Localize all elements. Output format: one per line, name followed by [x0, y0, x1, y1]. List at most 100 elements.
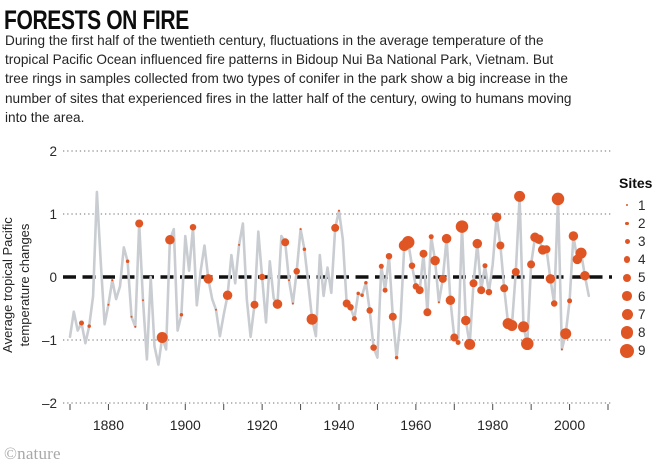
site-dot-1975: [469, 279, 478, 288]
legend-size-label: 5: [638, 270, 646, 286]
legend-dot-icon: [622, 291, 632, 301]
y-axis-label: Average tropical Pacific temperature cha…: [0, 170, 36, 400]
site-dot-1881: [111, 279, 114, 282]
site-dot-1902: [189, 223, 197, 231]
site-dot-1981: [491, 212, 502, 222]
site-dot-1885: [125, 259, 130, 264]
site-dot-1928: [291, 302, 294, 305]
site-dot-1947: [364, 280, 368, 285]
site-dot-1931: [302, 247, 307, 252]
legend-size-label: 2: [638, 215, 646, 231]
site-dot-1873: [79, 320, 84, 326]
site-dot-1887: [134, 325, 137, 328]
legend-size-label: 1: [638, 197, 646, 213]
site-dot-1969: [445, 295, 456, 306]
site-dot-1906: [203, 274, 214, 284]
legend-item-6: 6: [619, 287, 660, 305]
x-tick-label-1880: 1880: [93, 417, 124, 433]
legend-dot-box: [619, 308, 635, 320]
x-tick-label-1960: 1960: [400, 417, 431, 433]
site-dot-1970: [450, 333, 459, 342]
site-dot-1995: [545, 274, 556, 284]
legend-dot-icon: [625, 221, 629, 226]
site-dot-1929: [293, 268, 300, 275]
legend-size-label: 8: [638, 324, 646, 340]
site-dot-1946: [360, 293, 364, 298]
intro-paragraph: During the first half of the twentieth c…: [5, 33, 572, 125]
y-tick-label--2: –2: [42, 396, 57, 411]
site-dot-1908: [215, 308, 217, 311]
x-tick-label-2000: 2000: [554, 417, 585, 433]
site-dot-1988: [518, 321, 529, 333]
legend-item-4: 4: [619, 251, 660, 269]
temperature-line: [68, 190, 591, 366]
site-dot-1880: [107, 303, 110, 306]
legend-size-label: 4: [638, 252, 646, 268]
legend-item-2: 2: [619, 214, 660, 232]
legend-dot-icon: [620, 343, 634, 358]
site-dot-1945: [356, 291, 360, 296]
fire-sites-chart: 2 1 0 –1 –2 1880 1900 1920 1940 1960 1980 2000 Aver…: [0, 138, 660, 438]
legend-size-label: 9: [638, 343, 646, 359]
site-dot-1948: [366, 307, 373, 314]
legend-dot-box: [619, 326, 635, 339]
site-dot-1972: [455, 220, 469, 233]
legend-rows: 1 2 3 4 5 6 7 8 9: [619, 196, 660, 360]
site-dot-1939: [331, 223, 340, 232]
site-dot-1974: [464, 338, 476, 350]
x-tick-label-1940: 1940: [323, 417, 354, 433]
x-tick-label-1900: 1900: [170, 417, 201, 433]
site-dot-1899: [179, 313, 184, 317]
site-dot-1966: [437, 301, 440, 304]
legend-item-8: 8: [619, 323, 660, 341]
site-dot-1998: [560, 348, 563, 351]
legend-item-5: 5: [619, 269, 660, 287]
site-dot-1979: [485, 288, 493, 296]
page-title: FORESTS ON FIRE: [4, 5, 189, 35]
legend-size-label: 6: [638, 288, 646, 304]
legend-dot-box: [619, 204, 635, 207]
site-dot-1987: [514, 190, 526, 202]
site-dot-1959: [408, 262, 416, 269]
y-axis-label-line2: temperature changes: [16, 223, 32, 347]
site-dot-1924: [272, 299, 283, 309]
site-dot-1977: [477, 286, 486, 295]
legend-dot-box: [619, 291, 635, 301]
site-dot-1954: [388, 312, 397, 321]
site-dot-1973: [461, 315, 471, 326]
legend-dot-icon: [620, 326, 634, 339]
y-axis-label-line1: Average tropical Pacific: [0, 217, 15, 353]
x-tick-label-1920: 1920: [247, 417, 278, 433]
site-dot-1964: [428, 234, 434, 240]
sites-legend: Sites 1 2 3 4 5 6 7 8 9: [619, 175, 660, 360]
nature-credit: ©nature: [4, 444, 61, 463]
legend-dot-icon: [626, 204, 628, 207]
legend-item-7: 7: [619, 305, 660, 323]
site-dot-1894: [156, 332, 168, 343]
site-dot-1958: [401, 236, 415, 249]
site-dot-1943: [347, 303, 354, 311]
site-dot-1968: [441, 233, 452, 244]
legend-dot-box: [619, 256, 635, 263]
site-dot-1875: [87, 324, 91, 328]
site-dot-1983: [500, 284, 509, 293]
site-dot-1920: [258, 273, 266, 281]
site-dot-1990: [527, 260, 536, 269]
y-tick-label-2: 2: [49, 144, 57, 159]
site-dot-1888: [135, 219, 144, 228]
legend-dot-box: [619, 343, 635, 358]
site-dot-1994: [542, 245, 551, 254]
legend-dot-box: [619, 221, 635, 226]
site-dot-2003: [575, 247, 587, 259]
site-dot-1967: [438, 274, 447, 283]
site-dot-1951: [378, 263, 384, 269]
temperature-line-chart: 2 1 0 –1 –2 1880 1900 1920 1940 1960 1980 2000: [42, 144, 612, 433]
y-tick-label-0: 0: [49, 270, 57, 285]
site-dot-1978: [482, 263, 488, 269]
site-dot-1955: [394, 355, 399, 360]
legend-dot-icon: [621, 308, 633, 320]
legend-item-9: 9: [619, 342, 660, 360]
site-dot-1914: [238, 243, 241, 246]
y-tick-label-1: 1: [49, 207, 57, 222]
